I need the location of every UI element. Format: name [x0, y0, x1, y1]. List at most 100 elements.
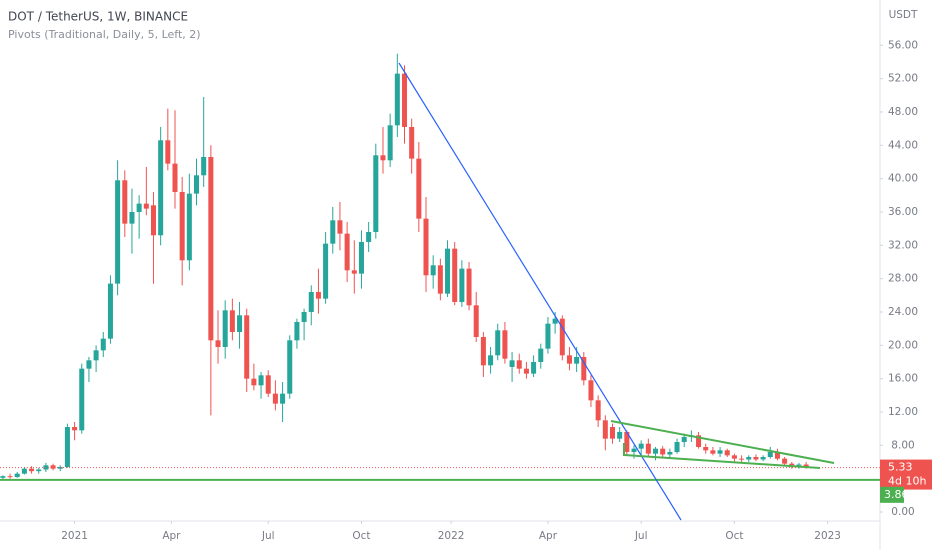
- candle-body: [194, 175, 200, 194]
- candle-body: [358, 241, 364, 274]
- candle-body: [172, 163, 178, 192]
- candle-body: [330, 220, 336, 244]
- candle-body: [746, 456, 752, 460]
- candle-body: [79, 368, 85, 431]
- candle-body: [143, 203, 149, 209]
- candle-body: [488, 355, 494, 366]
- x-tick-label: 2022: [438, 530, 465, 542]
- support-label: 3.86: [884, 488, 909, 501]
- currency-label: USDT: [889, 9, 918, 21]
- candle-body: [731, 455, 737, 459]
- y-tick-label: 56.00: [888, 39, 918, 51]
- candle-body: [337, 220, 343, 234]
- candle-body: [767, 451, 773, 457]
- candle-body: [789, 463, 795, 466]
- candle-body: [222, 310, 228, 347]
- candle-body: [617, 431, 623, 439]
- candle-body: [100, 338, 106, 351]
- candle-body: [401, 73, 408, 127]
- candle-body: [107, 283, 113, 339]
- candle-body: [674, 441, 680, 452]
- candle-body: [344, 233, 350, 271]
- candle-body: [574, 356, 580, 364]
- y-tick-label: 40.00: [888, 173, 918, 185]
- candle-body: [502, 330, 508, 359]
- candle-body: [272, 393, 278, 404]
- candle-body: [538, 348, 544, 362]
- candle-body: [588, 380, 594, 401]
- candle-body: [294, 321, 300, 341]
- candle-body: [150, 205, 156, 236]
- candle-body: [186, 193, 192, 261]
- candle-body: [409, 126, 415, 159]
- candle-body: [265, 375, 271, 394]
- y-tick-label: 24.00: [888, 306, 918, 318]
- candle-body: [796, 464, 802, 466]
- y-tick-label: 32.00: [888, 239, 918, 251]
- axes: 0.004.008.0012.0016.0020.0024.0028.0032.…: [61, 39, 932, 542]
- candle-body: [645, 443, 651, 454]
- y-tick-label: 28.00: [888, 273, 918, 285]
- candle-body: [179, 191, 185, 261]
- candle-body: [445, 248, 451, 294]
- candle-body: [437, 265, 443, 294]
- candle-body: [0, 476, 6, 478]
- candle-body: [36, 469, 42, 472]
- candle-body: [416, 158, 422, 219]
- candle-body: [14, 473, 20, 477]
- x-tick-label: Jul: [261, 530, 275, 542]
- candle-body: [710, 450, 716, 454]
- candle-body: [244, 315, 250, 379]
- last-price-label: 5.33: [888, 461, 913, 474]
- candle-body: [681, 436, 687, 442]
- candle-body: [667, 451, 673, 455]
- wedge-upper: [610, 420, 835, 464]
- candle-body: [136, 203, 142, 212]
- candle-body: [115, 180, 121, 284]
- candle-body: [93, 350, 99, 361]
- candle-body: [531, 361, 537, 374]
- support-tag: [880, 486, 904, 503]
- candle-body: [129, 211, 135, 224]
- y-tick-label: 48.00: [888, 106, 918, 118]
- wedge-lower: [623, 454, 821, 469]
- x-tick-label: Oct: [725, 530, 743, 542]
- x-tick-label: 2021: [61, 530, 88, 542]
- candle-body: [803, 464, 809, 468]
- candle-body: [703, 446, 709, 451]
- candle-body: [724, 450, 730, 456]
- x-tick-label: 2023: [814, 530, 841, 542]
- candle-body: [280, 393, 286, 404]
- y-tick-label: 12.00: [888, 406, 918, 418]
- candle-body: [50, 465, 56, 469]
- candle-body: [559, 318, 565, 356]
- candle-body: [29, 468, 35, 472]
- countdown-label: 4d 10h: [888, 475, 926, 488]
- candle-body: [423, 218, 429, 276]
- x-tick-label: Jul: [634, 530, 648, 542]
- candle-body: [387, 125, 393, 161]
- candle-body: [545, 323, 551, 349]
- candle-body: [566, 355, 572, 364]
- candle-body: [430, 265, 436, 276]
- y-tick-label: 16.00: [888, 373, 918, 385]
- y-tick-label: 0.00: [891, 506, 914, 518]
- candle-body: [602, 420, 608, 439]
- x-tick-label: Oct: [352, 530, 370, 542]
- candle-body: [459, 268, 465, 302]
- candle-body: [373, 155, 379, 232]
- candle-body: [552, 318, 558, 324]
- candle-body: [323, 243, 329, 299]
- candle-body: [7, 476, 13, 478]
- candle-body: [315, 291, 321, 299]
- chart-title: DOT / TetherUS, 1W, BINANCE: [8, 10, 188, 24]
- candle-body: [229, 310, 235, 332]
- candle-body: [609, 426, 615, 439]
- candle-body: [717, 450, 723, 454]
- candle-body: [473, 305, 479, 337]
- candle-body: [696, 435, 702, 447]
- candle-body: [380, 155, 386, 161]
- trend-line: [398, 62, 682, 521]
- candle-body: [480, 336, 486, 366]
